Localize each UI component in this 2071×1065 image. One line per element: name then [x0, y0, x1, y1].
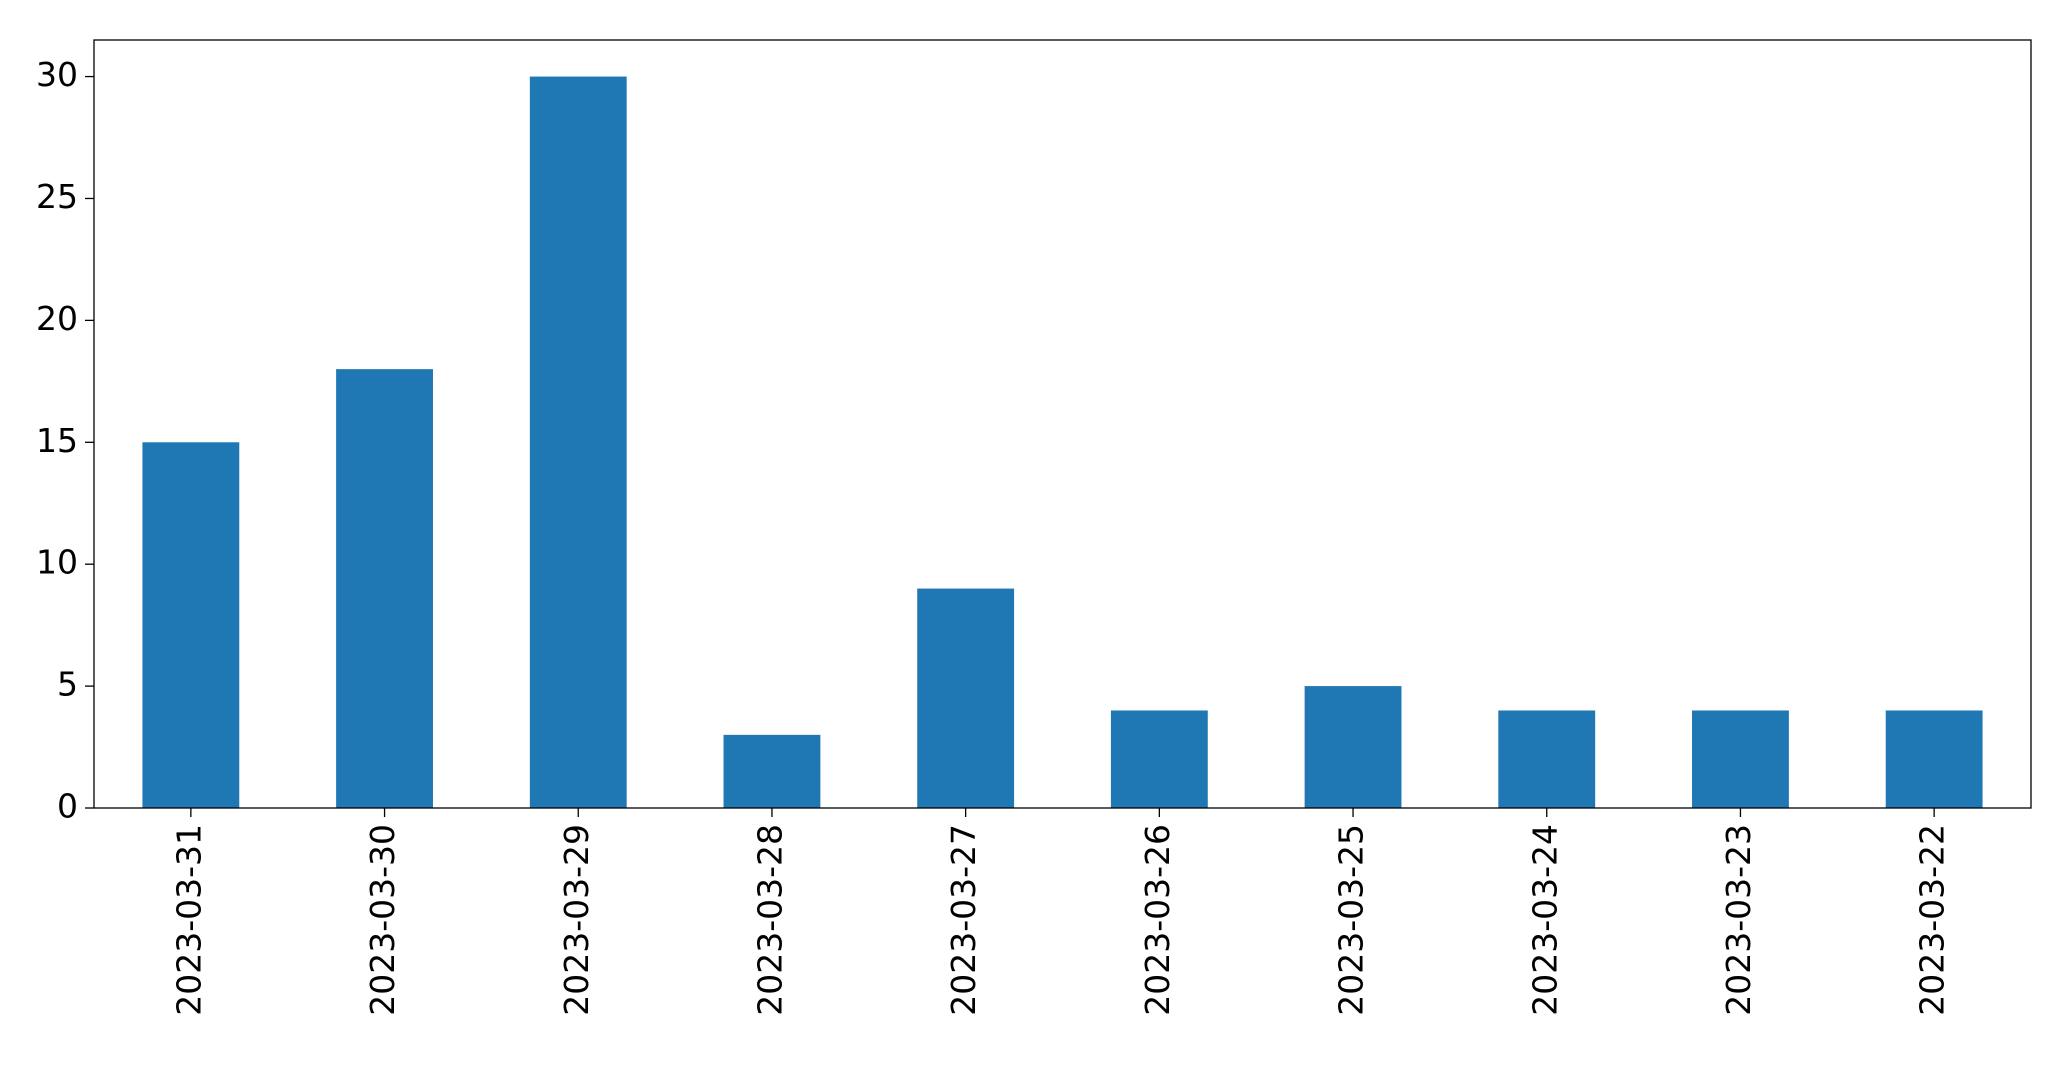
bar: [917, 588, 1015, 808]
x-tick-label: 2023-03-24: [1525, 824, 1564, 1016]
x-tick-label: 2023-03-26: [1138, 824, 1177, 1016]
y-tick-label: 25: [36, 177, 78, 216]
x-tick-label: 2023-03-31: [169, 824, 208, 1016]
bar: [1885, 710, 1983, 808]
x-tick-label: 2023-03-27: [944, 824, 983, 1016]
bar: [1498, 710, 1596, 808]
x-tick-label: 2023-03-28: [750, 824, 789, 1016]
x-tick-label: 2023-03-25: [1332, 824, 1371, 1016]
bar: [1692, 710, 1789, 808]
x-tick-label: 2023-03-22: [1913, 824, 1952, 1016]
axes-frame: [93, 39, 2032, 809]
y-tick-label: 30: [36, 55, 78, 94]
y-tick-label: 10: [36, 543, 78, 582]
y-tick-label: 15: [36, 421, 78, 460]
x-tick-label: 2023-03-23: [1719, 824, 1758, 1016]
x-tick-label: 2023-03-29: [557, 824, 596, 1016]
y-tick-label: 20: [36, 299, 78, 338]
bar: [142, 442, 240, 808]
bar: [336, 369, 433, 808]
bar: [723, 734, 821, 808]
bar: [1110, 710, 1208, 808]
x-tick-label: 2023-03-30: [363, 824, 402, 1016]
bar: [529, 76, 627, 809]
y-tick-label: 0: [57, 787, 78, 826]
bar: [1304, 686, 1402, 808]
y-tick-label: 5: [57, 665, 78, 704]
